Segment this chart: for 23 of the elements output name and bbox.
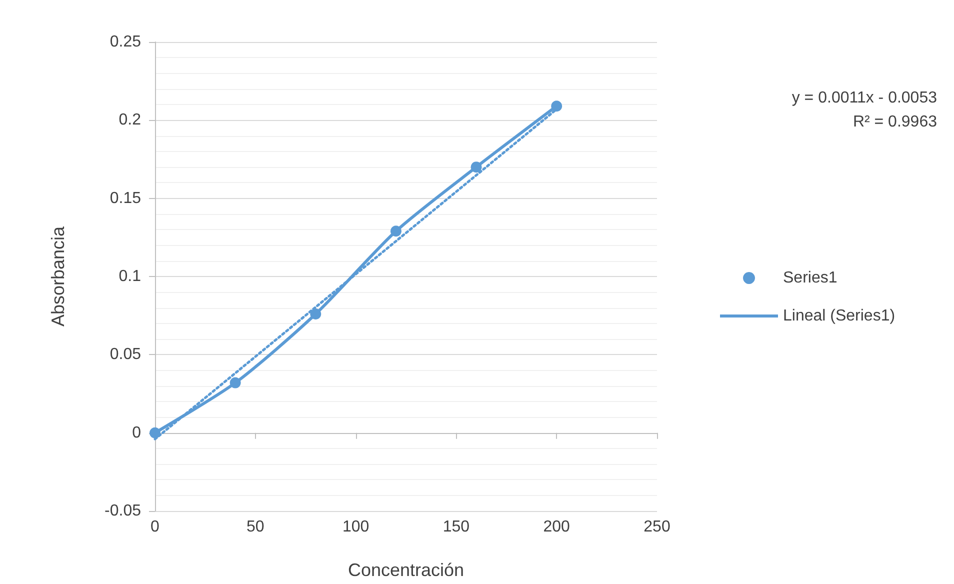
text: y = 0.0011x - 0.0053 R² = 0.9963 [792, 90, 938, 130]
y-tick-label: 0.1 [118, 268, 142, 285]
legend-label: Series1 [783, 270, 838, 286]
x-tick-label: 150 [442, 518, 470, 536]
x-tick-label: 50 [246, 518, 264, 536]
point [390, 226, 402, 237]
y-axis-title: Absorbancia [48, 225, 68, 327]
x-axis-title: Concentración [348, 560, 464, 580]
point [551, 100, 562, 112]
legend-label: Lineal (Series1) [783, 308, 896, 324]
y-tick-label: -0.05 [104, 502, 142, 520]
x-tick-label: 200 [543, 518, 570, 536]
y-tick-label: 0.15 [110, 190, 142, 207]
y-tick-label: 0.2 [118, 112, 142, 129]
y-tick-label: 0 [132, 424, 142, 442]
x-tick-label: 250 [644, 518, 670, 536]
point [470, 162, 482, 173]
y-tick-label: 0.05 [110, 346, 142, 364]
x-tick-label: 100 [342, 518, 370, 536]
point [310, 308, 322, 320]
y-tick-label: 0.25 [110, 34, 142, 50]
x-tick-label: 0 [150, 518, 160, 536]
point [230, 377, 241, 388]
